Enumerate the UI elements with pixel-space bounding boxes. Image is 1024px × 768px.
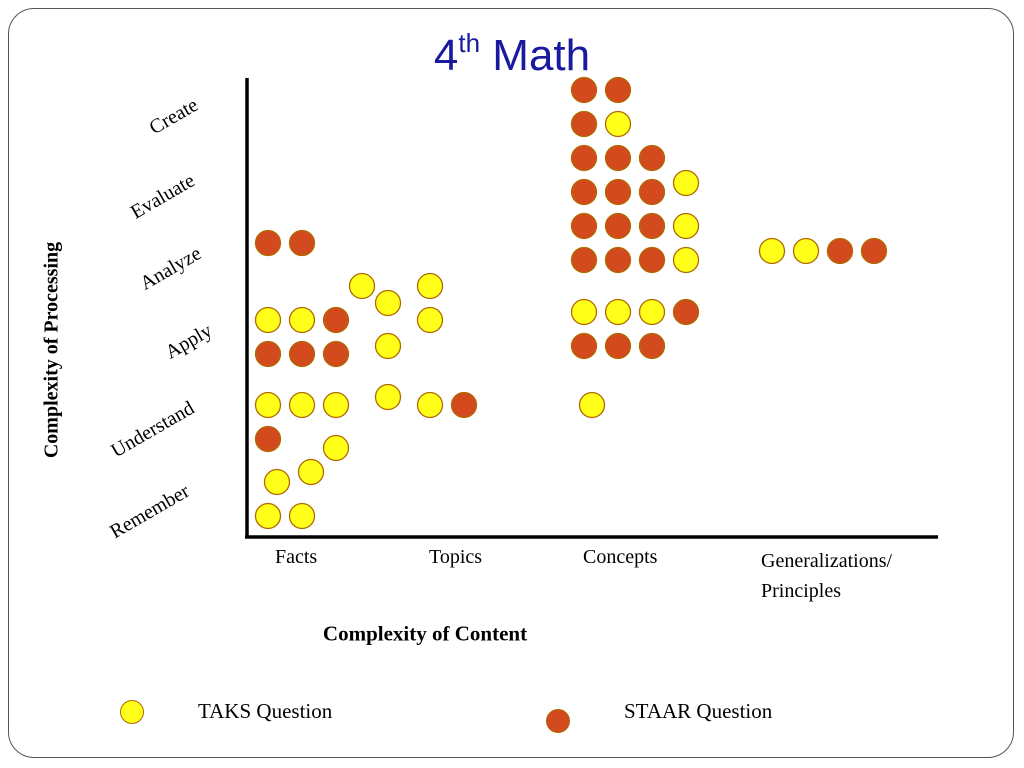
staar-question-point <box>604 212 632 240</box>
staar-question-point <box>604 246 632 274</box>
staar-question-point <box>288 229 316 257</box>
taks-question-point <box>416 272 444 300</box>
x-tick-concepts: Concepts <box>583 546 658 568</box>
x-tick-generalizations: Generalizations/ Principles <box>761 550 893 602</box>
staar-question-point <box>672 298 700 326</box>
staar-question-point <box>604 332 632 360</box>
staar-question-point <box>322 306 350 334</box>
taks-question-point <box>374 289 402 317</box>
taks-question-point <box>416 391 444 419</box>
legend-staar-swatch <box>546 709 570 733</box>
chart-points <box>254 76 888 530</box>
taks-question-point <box>638 298 666 326</box>
taks-question-point <box>578 391 606 419</box>
title-rest: Math <box>480 31 591 80</box>
staar-question-point <box>570 76 598 104</box>
taks-question-point <box>570 298 598 326</box>
taks-question-point <box>672 212 700 240</box>
staar-question-point <box>254 229 282 257</box>
taks-question-point <box>604 110 632 138</box>
taks-question-point <box>254 502 282 530</box>
staar-question-point <box>450 391 478 419</box>
title-base: 4 <box>433 31 459 80</box>
slide-frame <box>8 8 1014 758</box>
taks-question-point <box>374 383 402 411</box>
taks-question-point <box>792 237 820 265</box>
staar-question-point <box>604 178 632 206</box>
x-tick-facts: Facts <box>275 546 318 568</box>
taks-question-point <box>263 468 291 496</box>
taks-question-point <box>758 237 786 265</box>
staar-question-point <box>570 110 598 138</box>
staar-question-point <box>570 332 598 360</box>
taks-question-point <box>297 458 325 486</box>
taks-question-point <box>288 306 316 334</box>
staar-question-point <box>288 340 316 368</box>
staar-question-point <box>570 212 598 240</box>
staar-question-point <box>638 144 666 172</box>
staar-question-point <box>638 246 666 274</box>
taks-question-point <box>348 272 376 300</box>
staar-question-point <box>322 340 350 368</box>
staar-question-point <box>254 425 282 453</box>
taks-question-point <box>416 306 444 334</box>
taks-question-point <box>254 391 282 419</box>
taks-question-point <box>288 391 316 419</box>
taks-question-point <box>254 306 282 334</box>
staar-question-point <box>604 76 632 104</box>
y-axis-label: Complexity of Processing <box>40 241 63 459</box>
legend-taks-label: TAKS Question <box>198 699 333 723</box>
staar-question-point <box>570 178 598 206</box>
title-superscript: th <box>458 28 481 58</box>
taks-question-point <box>322 391 350 419</box>
staar-question-point <box>638 178 666 206</box>
x-tick-topics: Topics <box>429 546 483 568</box>
taks-question-point <box>672 246 700 274</box>
staar-question-point <box>254 340 282 368</box>
taks-question-point <box>322 434 350 462</box>
legend-taks-swatch <box>120 700 144 724</box>
staar-question-point <box>604 144 632 172</box>
page-title: 4th Math <box>0 28 1024 81</box>
staar-question-point <box>638 332 666 360</box>
staar-question-point <box>570 246 598 274</box>
taks-question-point <box>604 298 632 326</box>
taks-question-point <box>374 332 402 360</box>
staar-question-point <box>638 212 666 240</box>
legend-staar-label: STAAR Question <box>624 699 773 723</box>
x-axis-label: Complexity of Content <box>322 621 528 646</box>
staar-question-point <box>860 237 888 265</box>
staar-question-point <box>826 237 854 265</box>
taks-question-point <box>672 169 700 197</box>
staar-question-point <box>570 144 598 172</box>
taks-question-point <box>288 502 316 530</box>
